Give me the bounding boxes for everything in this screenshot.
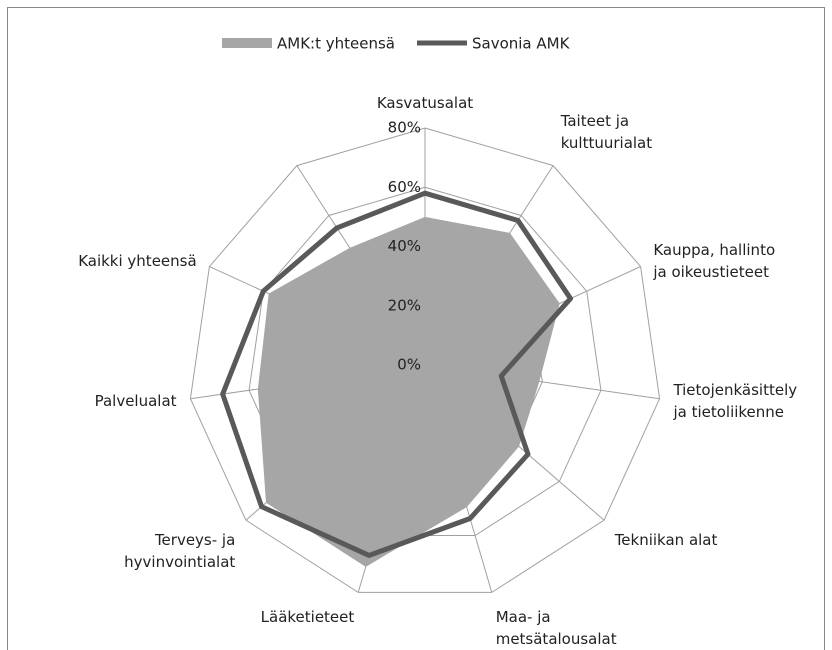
series-area: [257, 216, 560, 567]
tick-label: 60%: [388, 178, 421, 196]
category-label: Kauppa, hallinto ja oikeustieteet: [653, 240, 776, 281]
tick-label: 40%: [388, 237, 421, 255]
category-label: Kasvatusalat: [376, 94, 474, 112]
category-label: Lääketieteet: [260, 607, 355, 626]
category-label: Kaikki yhteensä: [78, 251, 197, 270]
series-line: [220, 190, 574, 558]
frame: [7, 7, 825, 650]
tick-label: 20%: [388, 296, 421, 314]
legend-label: AMK:t yhteensä: [277, 35, 395, 53]
legend-label: Savonia AMK: [472, 35, 571, 53]
category-label: Maa- ja metsätalousalat: [495, 607, 617, 648]
category-label: Palvelualat: [94, 391, 177, 410]
category-label: Tietojenkäsittely ja tietoliikenne: [673, 380, 798, 421]
grid-ring: [189, 127, 661, 593]
legend-swatch: [222, 38, 272, 48]
tick-label: 80%: [388, 119, 421, 137]
category-label: Taiteet ja kulttuurialat: [560, 111, 653, 152]
category-label: Tekniikan alat: [614, 531, 718, 550]
tick-label: 0%: [397, 356, 421, 374]
category-label: Terveys- ja hyvinvointialat: [124, 531, 236, 572]
